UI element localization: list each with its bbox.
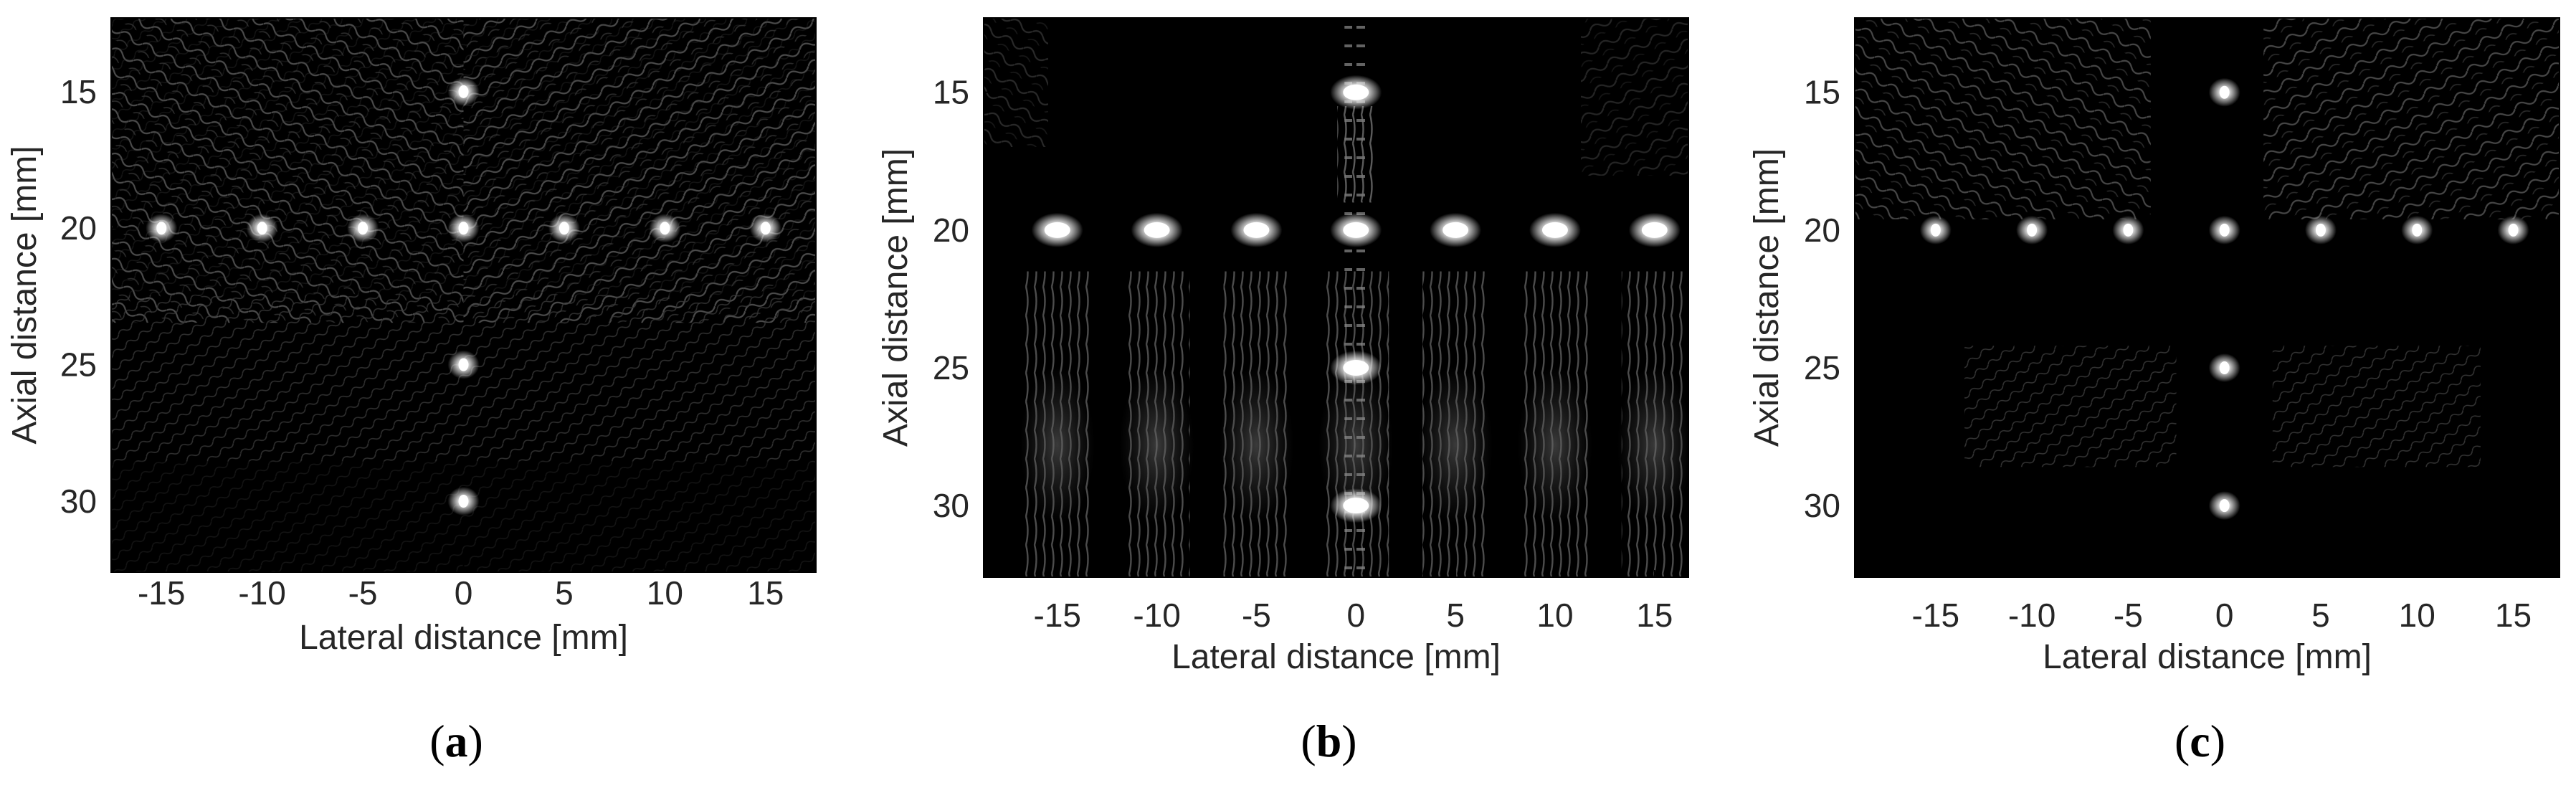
point-target bbox=[2208, 353, 2240, 382]
point-target bbox=[2208, 215, 2240, 244]
speckle-texture bbox=[984, 18, 1688, 577]
x-tick-label: -15 bbox=[138, 574, 185, 612]
x-tick-label: 5 bbox=[1446, 597, 1465, 634]
point-target bbox=[749, 214, 781, 243]
y-tick-label: 30 bbox=[60, 483, 97, 520]
x-tick-label: -10 bbox=[1133, 597, 1180, 634]
panel-b: -15 -10 -5 0 5 10 15 15 20 25 30 Lateral distance [… bbox=[877, 17, 1689, 766]
point-target bbox=[447, 350, 480, 379]
speckle-texture bbox=[1855, 18, 2560, 467]
point-target bbox=[1330, 212, 1382, 247]
x-tick-label: 10 bbox=[647, 574, 683, 612]
panel-caption: (a) bbox=[429, 716, 483, 766]
point-target bbox=[2401, 215, 2433, 244]
x-tick-label: -5 bbox=[1242, 597, 1271, 634]
x-tick-label: 0 bbox=[455, 574, 473, 612]
x-tick-label: 5 bbox=[2311, 597, 2330, 634]
point-target bbox=[649, 214, 681, 243]
point-target bbox=[347, 214, 379, 243]
y-axis-label: Axial distance [mm] bbox=[6, 146, 44, 444]
point-target bbox=[1230, 212, 1283, 247]
point-target bbox=[1330, 75, 1382, 110]
point-target bbox=[1529, 212, 1581, 247]
point-target bbox=[1131, 212, 1183, 247]
x-tick-label: -15 bbox=[1034, 597, 1081, 634]
speckle-texture bbox=[111, 18, 816, 572]
y-axis-label: Axial distance [mm] bbox=[877, 148, 915, 447]
x-tick-label: 0 bbox=[2215, 597, 2234, 634]
x-tick-label: -10 bbox=[2008, 597, 2055, 634]
point-target bbox=[447, 214, 480, 243]
x-axis-label: Lateral distance [mm] bbox=[1171, 638, 1501, 676]
x-tick-label: 15 bbox=[2495, 597, 2532, 634]
point-target bbox=[447, 486, 480, 516]
panel-caption: (b) bbox=[1301, 716, 1356, 766]
y-tick-label: 15 bbox=[60, 73, 97, 110]
x-axis-label: Lateral distance [mm] bbox=[299, 619, 628, 657]
y-tick-label: 15 bbox=[933, 74, 969, 111]
x-tick-label: -15 bbox=[1912, 597, 1959, 634]
y-tick-label: 15 bbox=[1804, 74, 1840, 111]
point-target bbox=[1430, 212, 1482, 247]
x-tick-label: 0 bbox=[1346, 597, 1365, 634]
point-target bbox=[2304, 215, 2337, 244]
x-tick-label: 10 bbox=[1536, 597, 1573, 634]
y-tick-label: 30 bbox=[933, 487, 969, 524]
point-target bbox=[1628, 212, 1681, 247]
y-tick-label: 20 bbox=[933, 212, 969, 249]
x-axis-label: Lateral distance [mm] bbox=[2043, 638, 2372, 676]
y-tick-label: 30 bbox=[1804, 487, 1840, 524]
y-tick-label: 25 bbox=[1804, 349, 1840, 386]
panel-a: -15 -10 -5 0 5 10 15 15 20 25 30 Lateral distance [… bbox=[6, 17, 817, 766]
y-tick-label: 25 bbox=[933, 349, 969, 386]
point-target bbox=[1031, 212, 1083, 247]
point-target bbox=[1330, 488, 1382, 523]
y-axis-label: Axial distance [mm] bbox=[1748, 148, 1786, 447]
point-target bbox=[548, 214, 580, 243]
y-tick-label: 25 bbox=[60, 346, 97, 384]
panel-c: -15 -10 -5 0 5 10 15 15 20 25 30 Lateral distance [… bbox=[1748, 17, 2560, 766]
point-target bbox=[447, 77, 480, 106]
point-target bbox=[2112, 215, 2144, 244]
point-target bbox=[246, 214, 278, 243]
x-tick-label: 10 bbox=[2399, 597, 2435, 634]
point-target bbox=[146, 214, 178, 243]
x-tick-label: 15 bbox=[747, 574, 784, 612]
point-target bbox=[1919, 215, 1952, 244]
point-target bbox=[1330, 350, 1382, 385]
panel-caption: (c) bbox=[2175, 716, 2225, 766]
axes-frame bbox=[1854, 17, 2560, 578]
x-tick-label: -5 bbox=[2114, 597, 2143, 634]
point-target bbox=[2016, 215, 2048, 244]
x-tick-label: 15 bbox=[1636, 597, 1673, 634]
axes-frame bbox=[983, 17, 1689, 578]
point-target bbox=[2208, 491, 2240, 521]
point-target bbox=[2208, 77, 2240, 107]
point-target bbox=[2497, 215, 2529, 244]
x-tick-label: -5 bbox=[348, 574, 378, 612]
y-tick-label: 20 bbox=[1804, 212, 1840, 249]
y-tick-label: 20 bbox=[60, 209, 97, 247]
x-tick-label: 5 bbox=[555, 574, 574, 612]
x-tick-label: -10 bbox=[238, 574, 285, 612]
